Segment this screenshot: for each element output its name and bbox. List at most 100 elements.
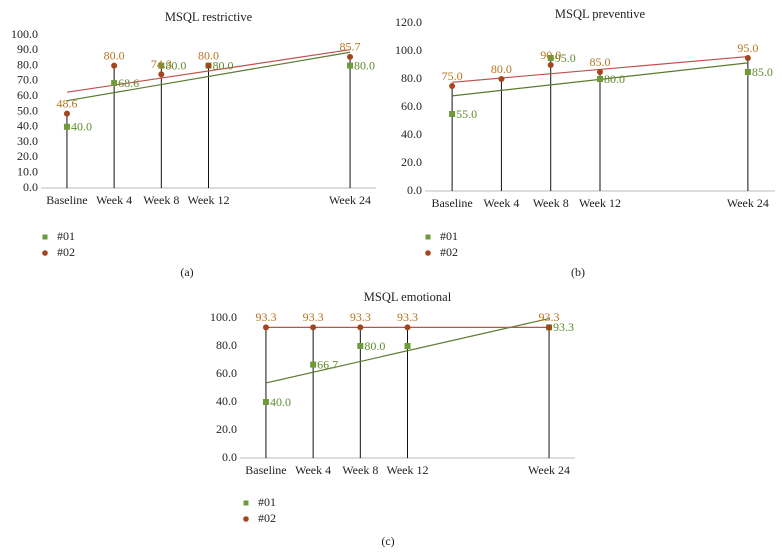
y-tick-label: 120.0 <box>395 15 422 29</box>
data-label: 66.7 <box>317 357 338 371</box>
data-label: 93.3 <box>255 310 276 324</box>
data-label: 55.0 <box>456 107 477 121</box>
x-tick-label: Week 24 <box>727 196 769 210</box>
point-marker <box>347 53 354 60</box>
point-marker <box>597 69 603 75</box>
y-tick-label: 100.0 <box>11 27 38 41</box>
point-marker <box>744 69 751 75</box>
point-marker <box>744 55 751 61</box>
point-marker <box>357 343 364 349</box>
data-label: 95.0 <box>555 51 576 65</box>
data-label: 80.0 <box>213 58 234 72</box>
y-tick-label: 60.0 <box>216 366 237 380</box>
data-label: 85.7 <box>340 40 361 54</box>
y-tick-label: 70.0 <box>17 73 38 87</box>
data-label: 93.3 <box>539 310 560 324</box>
figure-caption: (c) <box>381 534 394 548</box>
point-marker <box>262 324 269 331</box>
data-label: 93.3 <box>553 320 574 334</box>
data-label: 80.0 <box>165 58 186 72</box>
y-tick-label: 40.0 <box>17 119 38 133</box>
chart-title: MSQL preventive <box>555 7 646 21</box>
y-tick-label: 100.0 <box>395 43 422 57</box>
y-tick-label: 50.0 <box>17 103 38 117</box>
point-marker <box>357 324 364 331</box>
point-marker <box>262 399 269 405</box>
point-marker <box>158 62 165 69</box>
data-label: 80.0 <box>198 48 219 62</box>
point-marker <box>597 76 603 82</box>
y-tick-label: 0.0 <box>407 183 422 197</box>
point-marker <box>111 62 118 69</box>
x-tick-label: Week 12 <box>187 193 229 207</box>
point-marker <box>347 62 354 69</box>
trend-line <box>66 51 351 102</box>
y-tick-label: 80.0 <box>216 338 237 352</box>
data-label: 80.0 <box>354 58 375 72</box>
y-tick-label: 10.0 <box>17 164 38 178</box>
data-label: 80.0 <box>491 62 512 76</box>
y-tick-label: 100.0 <box>210 310 237 324</box>
data-label: 40.0 <box>71 120 92 134</box>
point-marker <box>63 123 70 130</box>
trend-line <box>265 317 550 384</box>
x-tick-label: Week 12 <box>579 196 621 210</box>
x-tick-label: Week 4 <box>295 463 331 477</box>
data-label: 48.6 <box>56 96 77 110</box>
data-label: 85.0 <box>590 55 611 69</box>
point-marker <box>404 343 411 349</box>
x-tick-label: Week 8 <box>342 463 378 477</box>
point-marker <box>449 111 456 117</box>
legend-label: #02 <box>57 245 75 259</box>
legend-label: #02 <box>440 245 458 259</box>
legend-label: #01 <box>258 495 276 509</box>
y-tick-label: 0.0 <box>23 180 38 194</box>
y-tick-label: 90.0 <box>17 42 38 56</box>
legend-marker <box>425 250 431 256</box>
point-marker <box>310 361 317 368</box>
y-tick-label: 60.0 <box>401 99 422 113</box>
legend-marker <box>425 234 431 240</box>
legend-marker <box>243 516 249 522</box>
data-label: 80.0 <box>604 72 625 86</box>
x-tick-label: Week 24 <box>329 193 371 207</box>
point-marker <box>547 55 554 61</box>
point-marker <box>310 324 317 331</box>
chart-title: MSQL emotional <box>364 290 452 304</box>
x-tick-label: Week 24 <box>528 463 570 477</box>
point-marker <box>546 324 553 331</box>
y-tick-label: 20.0 <box>216 422 237 436</box>
legend-marker <box>42 250 48 256</box>
data-label: 93.3 <box>350 310 371 324</box>
legend-label: #01 <box>57 229 75 243</box>
figure-caption: (a) <box>180 265 193 279</box>
point-marker <box>547 62 554 68</box>
data-label: 85.0 <box>752 65 773 79</box>
data-label: 40.0 <box>270 395 291 409</box>
point-marker <box>111 80 118 87</box>
data-label: 95.0 <box>737 41 758 55</box>
data-label: 68.6 <box>118 76 139 90</box>
x-tick-label: Week 12 <box>386 463 428 477</box>
data-label: 80.0 <box>104 48 125 62</box>
point-marker <box>449 83 456 89</box>
legend-marker <box>42 234 48 240</box>
y-tick-label: 60.0 <box>17 88 38 102</box>
point-marker <box>158 71 165 78</box>
y-tick-label: 20.0 <box>401 155 422 169</box>
data-label: 74.3 <box>151 57 172 71</box>
point-marker <box>498 76 505 82</box>
chart-title: MSQL restrictive <box>165 10 253 24</box>
point-marker <box>205 62 212 69</box>
data-label: 90.0 <box>540 48 561 62</box>
x-tick-label: Baseline <box>431 196 472 210</box>
y-tick-label: 40.0 <box>216 394 237 408</box>
legend-marker <box>243 500 249 506</box>
legend-label: #01 <box>440 229 458 243</box>
data-label: 93.3 <box>303 310 324 324</box>
x-tick-label: Baseline <box>46 193 87 207</box>
y-tick-label: 20.0 <box>17 149 38 163</box>
x-tick-label: Week 4 <box>483 196 519 210</box>
y-tick-label: 30.0 <box>17 134 38 148</box>
